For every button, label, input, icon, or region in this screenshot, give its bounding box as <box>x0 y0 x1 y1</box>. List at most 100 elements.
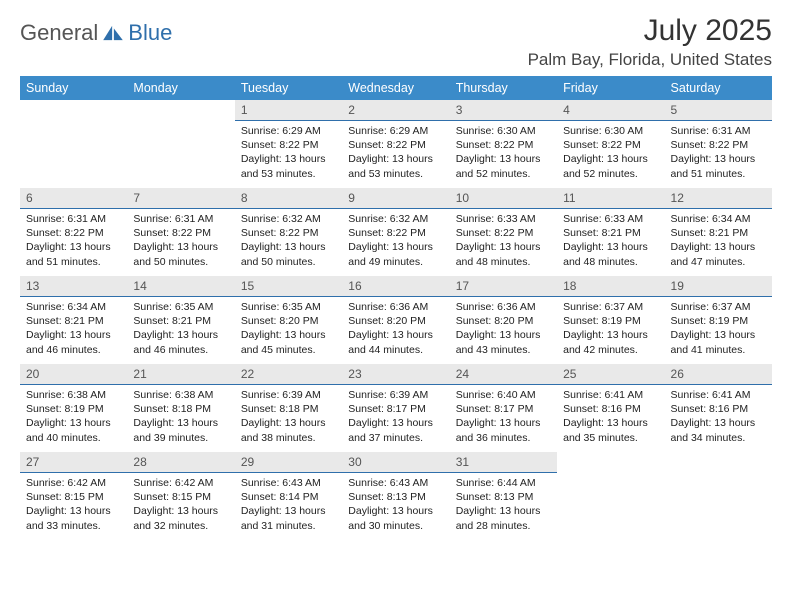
day-number: 29 <box>235 452 342 473</box>
calendar-day-cell: 26Sunrise: 6:41 AMSunset: 8:16 PMDayligh… <box>665 364 772 452</box>
day-number: 31 <box>450 452 557 473</box>
logo: General Blue <box>20 14 172 46</box>
calendar-day-cell <box>557 452 664 540</box>
day-details: Sunrise: 6:33 AMSunset: 8:22 PMDaylight:… <box>450 209 557 275</box>
day-number: 22 <box>235 364 342 385</box>
day-number: 9 <box>342 188 449 209</box>
day-number: 21 <box>127 364 234 385</box>
day-number: 7 <box>127 188 234 209</box>
calendar-day-cell: 4Sunrise: 6:30 AMSunset: 8:22 PMDaylight… <box>557 100 664 188</box>
day-details: Sunrise: 6:42 AMSunset: 8:15 PMDaylight:… <box>20 473 127 539</box>
calendar-day-cell: 7Sunrise: 6:31 AMSunset: 8:22 PMDaylight… <box>127 188 234 276</box>
calendar-week-row: 27Sunrise: 6:42 AMSunset: 8:15 PMDayligh… <box>20 452 772 540</box>
calendar-day-cell: 27Sunrise: 6:42 AMSunset: 8:15 PMDayligh… <box>20 452 127 540</box>
day-details: Sunrise: 6:31 AMSunset: 8:22 PMDaylight:… <box>665 121 772 187</box>
day-number: 1 <box>235 100 342 121</box>
calendar-week-row: 1Sunrise: 6:29 AMSunset: 8:22 PMDaylight… <box>20 100 772 188</box>
calendar-day-cell: 25Sunrise: 6:41 AMSunset: 8:16 PMDayligh… <box>557 364 664 452</box>
day-details: Sunrise: 6:31 AMSunset: 8:22 PMDaylight:… <box>20 209 127 275</box>
weekday-header: Monday <box>127 76 234 100</box>
day-details: Sunrise: 6:30 AMSunset: 8:22 PMDaylight:… <box>557 121 664 187</box>
day-number: 8 <box>235 188 342 209</box>
calendar-day-cell: 23Sunrise: 6:39 AMSunset: 8:17 PMDayligh… <box>342 364 449 452</box>
calendar-day-cell <box>665 452 772 540</box>
logo-text-blue: Blue <box>128 20 172 46</box>
day-details: Sunrise: 6:34 AMSunset: 8:21 PMDaylight:… <box>20 297 127 363</box>
day-number: 27 <box>20 452 127 473</box>
day-details: Sunrise: 6:32 AMSunset: 8:22 PMDaylight:… <box>235 209 342 275</box>
calendar-day-cell <box>127 100 234 188</box>
day-number: 20 <box>20 364 127 385</box>
day-number: 10 <box>450 188 557 209</box>
day-details: Sunrise: 6:39 AMSunset: 8:18 PMDaylight:… <box>235 385 342 451</box>
day-details: Sunrise: 6:41 AMSunset: 8:16 PMDaylight:… <box>665 385 772 451</box>
calendar-day-cell: 20Sunrise: 6:38 AMSunset: 8:19 PMDayligh… <box>20 364 127 452</box>
day-number: 12 <box>665 188 772 209</box>
day-details: Sunrise: 6:35 AMSunset: 8:21 PMDaylight:… <box>127 297 234 363</box>
day-number: 26 <box>665 364 772 385</box>
day-number: 25 <box>557 364 664 385</box>
day-number: 18 <box>557 276 664 297</box>
day-details: Sunrise: 6:42 AMSunset: 8:15 PMDaylight:… <box>127 473 234 539</box>
day-details: Sunrise: 6:36 AMSunset: 8:20 PMDaylight:… <box>450 297 557 363</box>
day-number: 23 <box>342 364 449 385</box>
weekday-header: Saturday <box>665 76 772 100</box>
day-details: Sunrise: 6:39 AMSunset: 8:17 PMDaylight:… <box>342 385 449 451</box>
calendar-day-cell: 29Sunrise: 6:43 AMSunset: 8:14 PMDayligh… <box>235 452 342 540</box>
day-number: 3 <box>450 100 557 121</box>
calendar-day-cell: 31Sunrise: 6:44 AMSunset: 8:13 PMDayligh… <box>450 452 557 540</box>
calendar-week-row: 20Sunrise: 6:38 AMSunset: 8:19 PMDayligh… <box>20 364 772 452</box>
day-number: 13 <box>20 276 127 297</box>
day-details: Sunrise: 6:32 AMSunset: 8:22 PMDaylight:… <box>342 209 449 275</box>
calendar-day-cell: 13Sunrise: 6:34 AMSunset: 8:21 PMDayligh… <box>20 276 127 364</box>
day-number: 17 <box>450 276 557 297</box>
day-details: Sunrise: 6:33 AMSunset: 8:21 PMDaylight:… <box>557 209 664 275</box>
day-number: 24 <box>450 364 557 385</box>
day-details: Sunrise: 6:29 AMSunset: 8:22 PMDaylight:… <box>235 121 342 187</box>
day-details: Sunrise: 6:44 AMSunset: 8:13 PMDaylight:… <box>450 473 557 539</box>
calendar-day-cell: 28Sunrise: 6:42 AMSunset: 8:15 PMDayligh… <box>127 452 234 540</box>
calendar-week-row: 6Sunrise: 6:31 AMSunset: 8:22 PMDaylight… <box>20 188 772 276</box>
calendar-day-cell: 2Sunrise: 6:29 AMSunset: 8:22 PMDaylight… <box>342 100 449 188</box>
calendar-day-cell: 17Sunrise: 6:36 AMSunset: 8:20 PMDayligh… <box>450 276 557 364</box>
calendar-day-cell: 14Sunrise: 6:35 AMSunset: 8:21 PMDayligh… <box>127 276 234 364</box>
day-number: 19 <box>665 276 772 297</box>
calendar-day-cell: 3Sunrise: 6:30 AMSunset: 8:22 PMDaylight… <box>450 100 557 188</box>
calendar-day-cell: 12Sunrise: 6:34 AMSunset: 8:21 PMDayligh… <box>665 188 772 276</box>
weekday-header: Sunday <box>20 76 127 100</box>
day-details: Sunrise: 6:43 AMSunset: 8:13 PMDaylight:… <box>342 473 449 539</box>
day-details: Sunrise: 6:37 AMSunset: 8:19 PMDaylight:… <box>557 297 664 363</box>
calendar-day-cell: 6Sunrise: 6:31 AMSunset: 8:22 PMDaylight… <box>20 188 127 276</box>
day-details: Sunrise: 6:31 AMSunset: 8:22 PMDaylight:… <box>127 209 234 275</box>
month-title: July 2025 <box>528 14 772 48</box>
location-text: Palm Bay, Florida, United States <box>528 50 772 70</box>
calendar-day-cell: 22Sunrise: 6:39 AMSunset: 8:18 PMDayligh… <box>235 364 342 452</box>
calendar-day-cell <box>20 100 127 188</box>
weekday-header: Tuesday <box>235 76 342 100</box>
day-details: Sunrise: 6:34 AMSunset: 8:21 PMDaylight:… <box>665 209 772 275</box>
weekday-header-row: Sunday Monday Tuesday Wednesday Thursday… <box>20 76 772 100</box>
calendar-day-cell: 21Sunrise: 6:38 AMSunset: 8:18 PMDayligh… <box>127 364 234 452</box>
calendar-day-cell: 24Sunrise: 6:40 AMSunset: 8:17 PMDayligh… <box>450 364 557 452</box>
calendar-day-cell: 1Sunrise: 6:29 AMSunset: 8:22 PMDaylight… <box>235 100 342 188</box>
day-number: 6 <box>20 188 127 209</box>
day-details: Sunrise: 6:38 AMSunset: 8:18 PMDaylight:… <box>127 385 234 451</box>
calendar-day-cell: 5Sunrise: 6:31 AMSunset: 8:22 PMDaylight… <box>665 100 772 188</box>
calendar-day-cell: 30Sunrise: 6:43 AMSunset: 8:13 PMDayligh… <box>342 452 449 540</box>
calendar-week-row: 13Sunrise: 6:34 AMSunset: 8:21 PMDayligh… <box>20 276 772 364</box>
calendar-day-cell: 11Sunrise: 6:33 AMSunset: 8:21 PMDayligh… <box>557 188 664 276</box>
weekday-header: Thursday <box>450 76 557 100</box>
day-number: 4 <box>557 100 664 121</box>
page-header: General Blue July 2025 Palm Bay, Florida… <box>20 14 772 70</box>
day-details: Sunrise: 6:37 AMSunset: 8:19 PMDaylight:… <box>665 297 772 363</box>
weekday-header: Wednesday <box>342 76 449 100</box>
day-number: 15 <box>235 276 342 297</box>
calendar-day-cell: 9Sunrise: 6:32 AMSunset: 8:22 PMDaylight… <box>342 188 449 276</box>
day-details: Sunrise: 6:35 AMSunset: 8:20 PMDaylight:… <box>235 297 342 363</box>
day-details: Sunrise: 6:40 AMSunset: 8:17 PMDaylight:… <box>450 385 557 451</box>
calendar-day-cell: 15Sunrise: 6:35 AMSunset: 8:20 PMDayligh… <box>235 276 342 364</box>
calendar-day-cell: 8Sunrise: 6:32 AMSunset: 8:22 PMDaylight… <box>235 188 342 276</box>
weekday-header: Friday <box>557 76 664 100</box>
title-block: July 2025 Palm Bay, Florida, United Stat… <box>528 14 772 70</box>
day-number: 16 <box>342 276 449 297</box>
